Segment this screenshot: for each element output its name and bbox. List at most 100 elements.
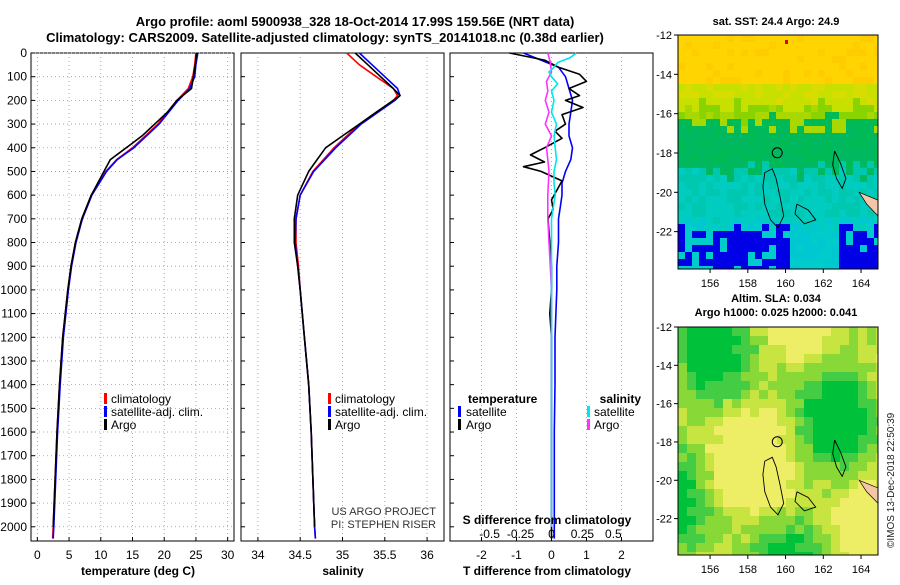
map-cell <box>867 372 877 382</box>
grid-lines <box>31 52 622 541</box>
map-cell <box>795 534 805 544</box>
map-cell <box>723 525 733 535</box>
map-cell <box>734 91 742 99</box>
map-cell <box>776 266 784 269</box>
salinity-diff-tick-label: -0.5 <box>479 527 500 541</box>
map-cell <box>723 417 733 427</box>
map-cell <box>786 525 796 535</box>
map-cell <box>818 217 826 225</box>
x-tick-label: 30 <box>221 548 235 562</box>
map-cell <box>867 354 877 364</box>
map-cell <box>831 354 841 364</box>
map-cell <box>867 435 877 445</box>
map-cell <box>786 354 796 364</box>
map-cell <box>720 175 728 183</box>
map-cell <box>768 444 778 454</box>
map-cell <box>839 189 847 197</box>
sla-map-frame <box>677 326 879 556</box>
map-cell <box>813 516 823 526</box>
map-cell <box>840 534 850 544</box>
map-cell <box>750 435 760 445</box>
map-cell <box>723 471 733 481</box>
y-tick-label: 1700 <box>0 449 27 463</box>
map-cell <box>685 112 693 120</box>
map-cell <box>713 112 721 120</box>
y-tick-label: 1400 <box>0 378 27 392</box>
map-cell <box>769 217 777 225</box>
map-cell <box>727 217 735 225</box>
map-cell <box>713 217 721 225</box>
map-cell <box>685 147 693 155</box>
map-cell <box>777 426 787 436</box>
map-cell <box>853 98 861 106</box>
map-cell <box>786 507 796 517</box>
map-cell <box>706 63 714 71</box>
map-cell <box>797 126 805 134</box>
map-cell <box>786 543 796 553</box>
map-cell <box>783 98 791 106</box>
map-cell <box>685 245 693 253</box>
map-cell <box>876 381 878 391</box>
map-cell <box>797 210 805 218</box>
map-cell <box>867 217 875 225</box>
map-cell <box>741 462 751 472</box>
map-cell <box>727 105 735 113</box>
map-cell <box>849 444 859 454</box>
map-cell <box>687 444 697 454</box>
map-cell <box>839 42 847 50</box>
map-cell <box>713 224 721 232</box>
map-cell <box>846 231 854 239</box>
map-cell <box>831 525 841 535</box>
map-cell <box>783 231 791 239</box>
map-cell <box>790 77 798 85</box>
map-cell <box>797 189 805 197</box>
map-cell <box>783 49 791 57</box>
map-cell <box>769 210 777 218</box>
map-cell <box>832 126 840 134</box>
map-cell <box>839 112 847 120</box>
map-cell <box>750 489 760 499</box>
map-cell <box>790 91 798 99</box>
map-cell <box>741 516 751 526</box>
map-cell <box>727 231 735 239</box>
map-cell <box>825 56 833 64</box>
map-cell <box>734 56 742 64</box>
map-cell <box>790 189 798 197</box>
map-cell <box>678 105 686 113</box>
map-cell <box>811 147 819 155</box>
map-y-tick-label: -18 <box>656 148 672 160</box>
map-cell <box>874 238 878 246</box>
map-cell <box>825 231 833 239</box>
map-cell <box>867 336 877 346</box>
map-cell <box>776 210 784 218</box>
map-cell <box>678 196 686 204</box>
map-cell <box>678 133 686 141</box>
map-cell <box>853 182 861 190</box>
map-cell <box>783 140 791 148</box>
map-cell <box>678 35 686 43</box>
map-cell <box>705 381 715 391</box>
map-cell <box>846 238 854 246</box>
map-cell <box>797 91 805 99</box>
map-cell <box>706 252 714 260</box>
map-cell <box>832 252 840 260</box>
map-cell <box>696 354 706 364</box>
map-cell <box>687 525 697 535</box>
map-cell <box>790 182 798 190</box>
map-cell <box>874 91 878 99</box>
map-cell <box>678 119 686 127</box>
map-cell <box>831 435 841 445</box>
map-cell <box>797 168 805 176</box>
map-cell <box>867 480 877 490</box>
map-cell <box>713 238 721 246</box>
map-cell <box>839 35 847 43</box>
map-cell <box>783 77 791 85</box>
map-cell <box>687 417 697 427</box>
map-cell <box>723 489 733 499</box>
sla-map-title-line2: Argo h1000: 0.025 h2000: 0.041 <box>695 307 858 319</box>
map-cell <box>723 552 733 555</box>
map-cell <box>867 252 875 260</box>
map-cell <box>825 84 833 92</box>
map-cell <box>797 133 805 141</box>
map-cell <box>769 154 777 162</box>
